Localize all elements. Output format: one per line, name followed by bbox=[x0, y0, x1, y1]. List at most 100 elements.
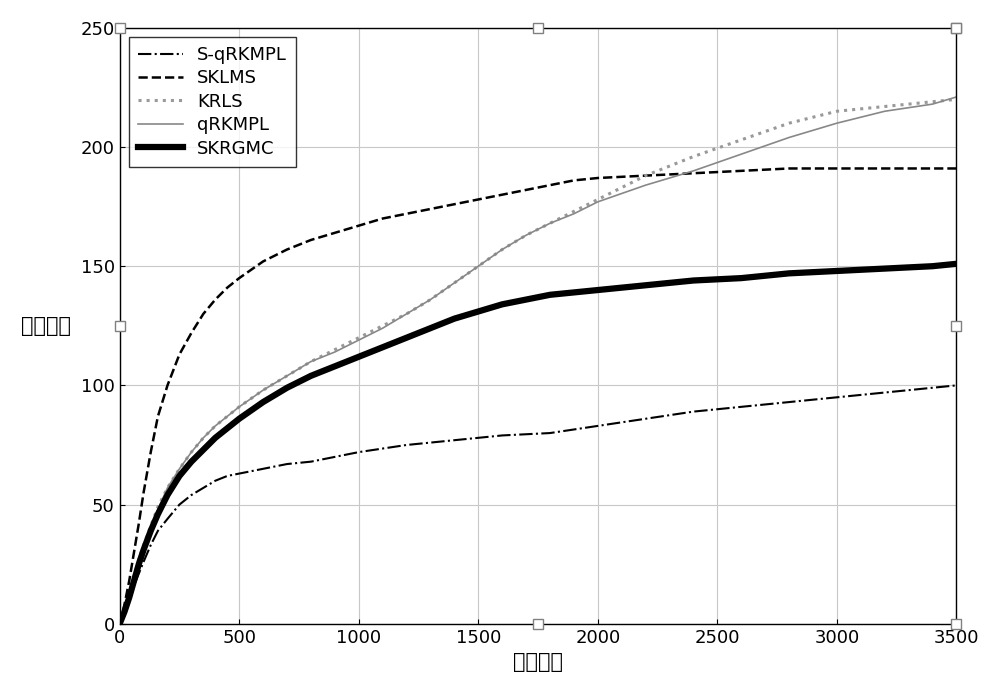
S-qRKMPL bbox=[329, 453, 341, 461]
KRLS bbox=[520, 231, 532, 239]
SKRGMC bbox=[233, 414, 245, 423]
qRKMPL bbox=[831, 119, 843, 128]
KRLS bbox=[138, 541, 150, 550]
Line: SKLMS: SKLMS bbox=[120, 168, 956, 624]
qRKMPL bbox=[128, 577, 140, 585]
qRKMPL bbox=[424, 295, 436, 304]
KRLS bbox=[305, 358, 317, 366]
SKRGMC bbox=[927, 262, 939, 270]
SKRGMC bbox=[197, 446, 209, 454]
S-qRKMPL bbox=[831, 393, 843, 401]
SKRGMC bbox=[592, 286, 604, 295]
KRLS bbox=[221, 412, 233, 421]
KRLS bbox=[640, 171, 652, 179]
Legend: S-qRKMPL, SKLMS, KRLS, qRKMPL, SKRGMC: S-qRKMPL, SKLMS, KRLS, qRKMPL, SKRGMC bbox=[129, 37, 296, 166]
S-qRKMPL bbox=[783, 398, 795, 406]
SKLMS bbox=[161, 381, 173, 389]
SKRGMC bbox=[133, 560, 145, 568]
S-qRKMPL bbox=[138, 558, 150, 566]
SKLMS bbox=[197, 310, 209, 318]
S-qRKMPL bbox=[114, 620, 126, 628]
KRLS bbox=[114, 620, 126, 628]
SKRGMC bbox=[831, 267, 843, 275]
qRKMPL bbox=[145, 524, 157, 532]
KRLS bbox=[927, 98, 939, 106]
qRKMPL bbox=[448, 279, 460, 287]
SKRGMC bbox=[114, 620, 126, 628]
KRLS bbox=[448, 279, 460, 287]
SKLMS bbox=[353, 222, 365, 230]
S-qRKMPL bbox=[152, 527, 164, 535]
qRKMPL bbox=[783, 133, 795, 141]
SKLMS bbox=[783, 164, 795, 173]
SKLMS bbox=[128, 548, 140, 556]
qRKMPL bbox=[927, 100, 939, 108]
SKLMS bbox=[927, 164, 939, 173]
SKRGMC bbox=[640, 281, 652, 290]
Line: S-qRKMPL: S-qRKMPL bbox=[120, 385, 956, 624]
S-qRKMPL bbox=[281, 460, 293, 468]
KRLS bbox=[209, 422, 221, 430]
KRLS bbox=[783, 119, 795, 128]
SKRGMC bbox=[305, 371, 317, 380]
SKRGMC bbox=[472, 307, 484, 315]
qRKMPL bbox=[185, 448, 197, 456]
Line: qRKMPL: qRKMPL bbox=[120, 97, 956, 624]
S-qRKMPL bbox=[123, 596, 135, 604]
KRLS bbox=[592, 195, 604, 204]
qRKMPL bbox=[173, 464, 185, 473]
qRKMPL bbox=[329, 348, 341, 356]
SKLMS bbox=[687, 169, 699, 177]
SKRGMC bbox=[123, 593, 135, 602]
KRLS bbox=[118, 605, 130, 613]
S-qRKMPL bbox=[118, 608, 130, 616]
S-qRKMPL bbox=[353, 448, 365, 456]
qRKMPL bbox=[950, 93, 962, 101]
SKLMS bbox=[424, 205, 436, 213]
Line: SKRGMC: SKRGMC bbox=[120, 264, 956, 624]
KRLS bbox=[197, 434, 209, 442]
KRLS bbox=[257, 386, 269, 394]
S-qRKMPL bbox=[161, 515, 173, 523]
SKLMS bbox=[401, 209, 413, 218]
SKRGMC bbox=[145, 527, 157, 535]
SKLMS bbox=[592, 174, 604, 182]
S-qRKMPL bbox=[448, 436, 460, 444]
SKLMS bbox=[173, 350, 185, 358]
KRLS bbox=[616, 184, 628, 192]
SKRGMC bbox=[118, 608, 130, 616]
S-qRKMPL bbox=[209, 477, 221, 485]
SKLMS bbox=[879, 164, 891, 173]
S-qRKMPL bbox=[145, 541, 157, 550]
KRLS bbox=[161, 484, 173, 492]
SKLMS bbox=[114, 620, 126, 628]
KRLS bbox=[496, 245, 508, 254]
SKLMS bbox=[118, 601, 130, 609]
S-qRKMPL bbox=[735, 403, 747, 411]
qRKMPL bbox=[735, 150, 747, 158]
SKRGMC bbox=[353, 353, 365, 361]
SKLMS bbox=[640, 171, 652, 179]
qRKMPL bbox=[377, 324, 389, 333]
SKLMS bbox=[472, 195, 484, 204]
SKRGMC bbox=[568, 288, 580, 297]
SKRGMC bbox=[735, 274, 747, 282]
S-qRKMPL bbox=[305, 457, 317, 466]
qRKMPL bbox=[118, 608, 130, 616]
S-qRKMPL bbox=[544, 429, 556, 437]
SKLMS bbox=[257, 257, 269, 265]
SKRGMC bbox=[161, 491, 173, 499]
SKLMS bbox=[138, 489, 150, 497]
SKRGMC bbox=[138, 545, 150, 554]
KRLS bbox=[831, 107, 843, 116]
KRLS bbox=[544, 219, 556, 227]
qRKMPL bbox=[209, 422, 221, 430]
qRKMPL bbox=[687, 167, 699, 175]
S-qRKMPL bbox=[221, 472, 233, 480]
qRKMPL bbox=[353, 336, 365, 344]
qRKMPL bbox=[138, 545, 150, 554]
S-qRKMPL bbox=[185, 491, 197, 499]
S-qRKMPL bbox=[592, 422, 604, 430]
SKLMS bbox=[377, 214, 389, 222]
qRKMPL bbox=[472, 262, 484, 270]
